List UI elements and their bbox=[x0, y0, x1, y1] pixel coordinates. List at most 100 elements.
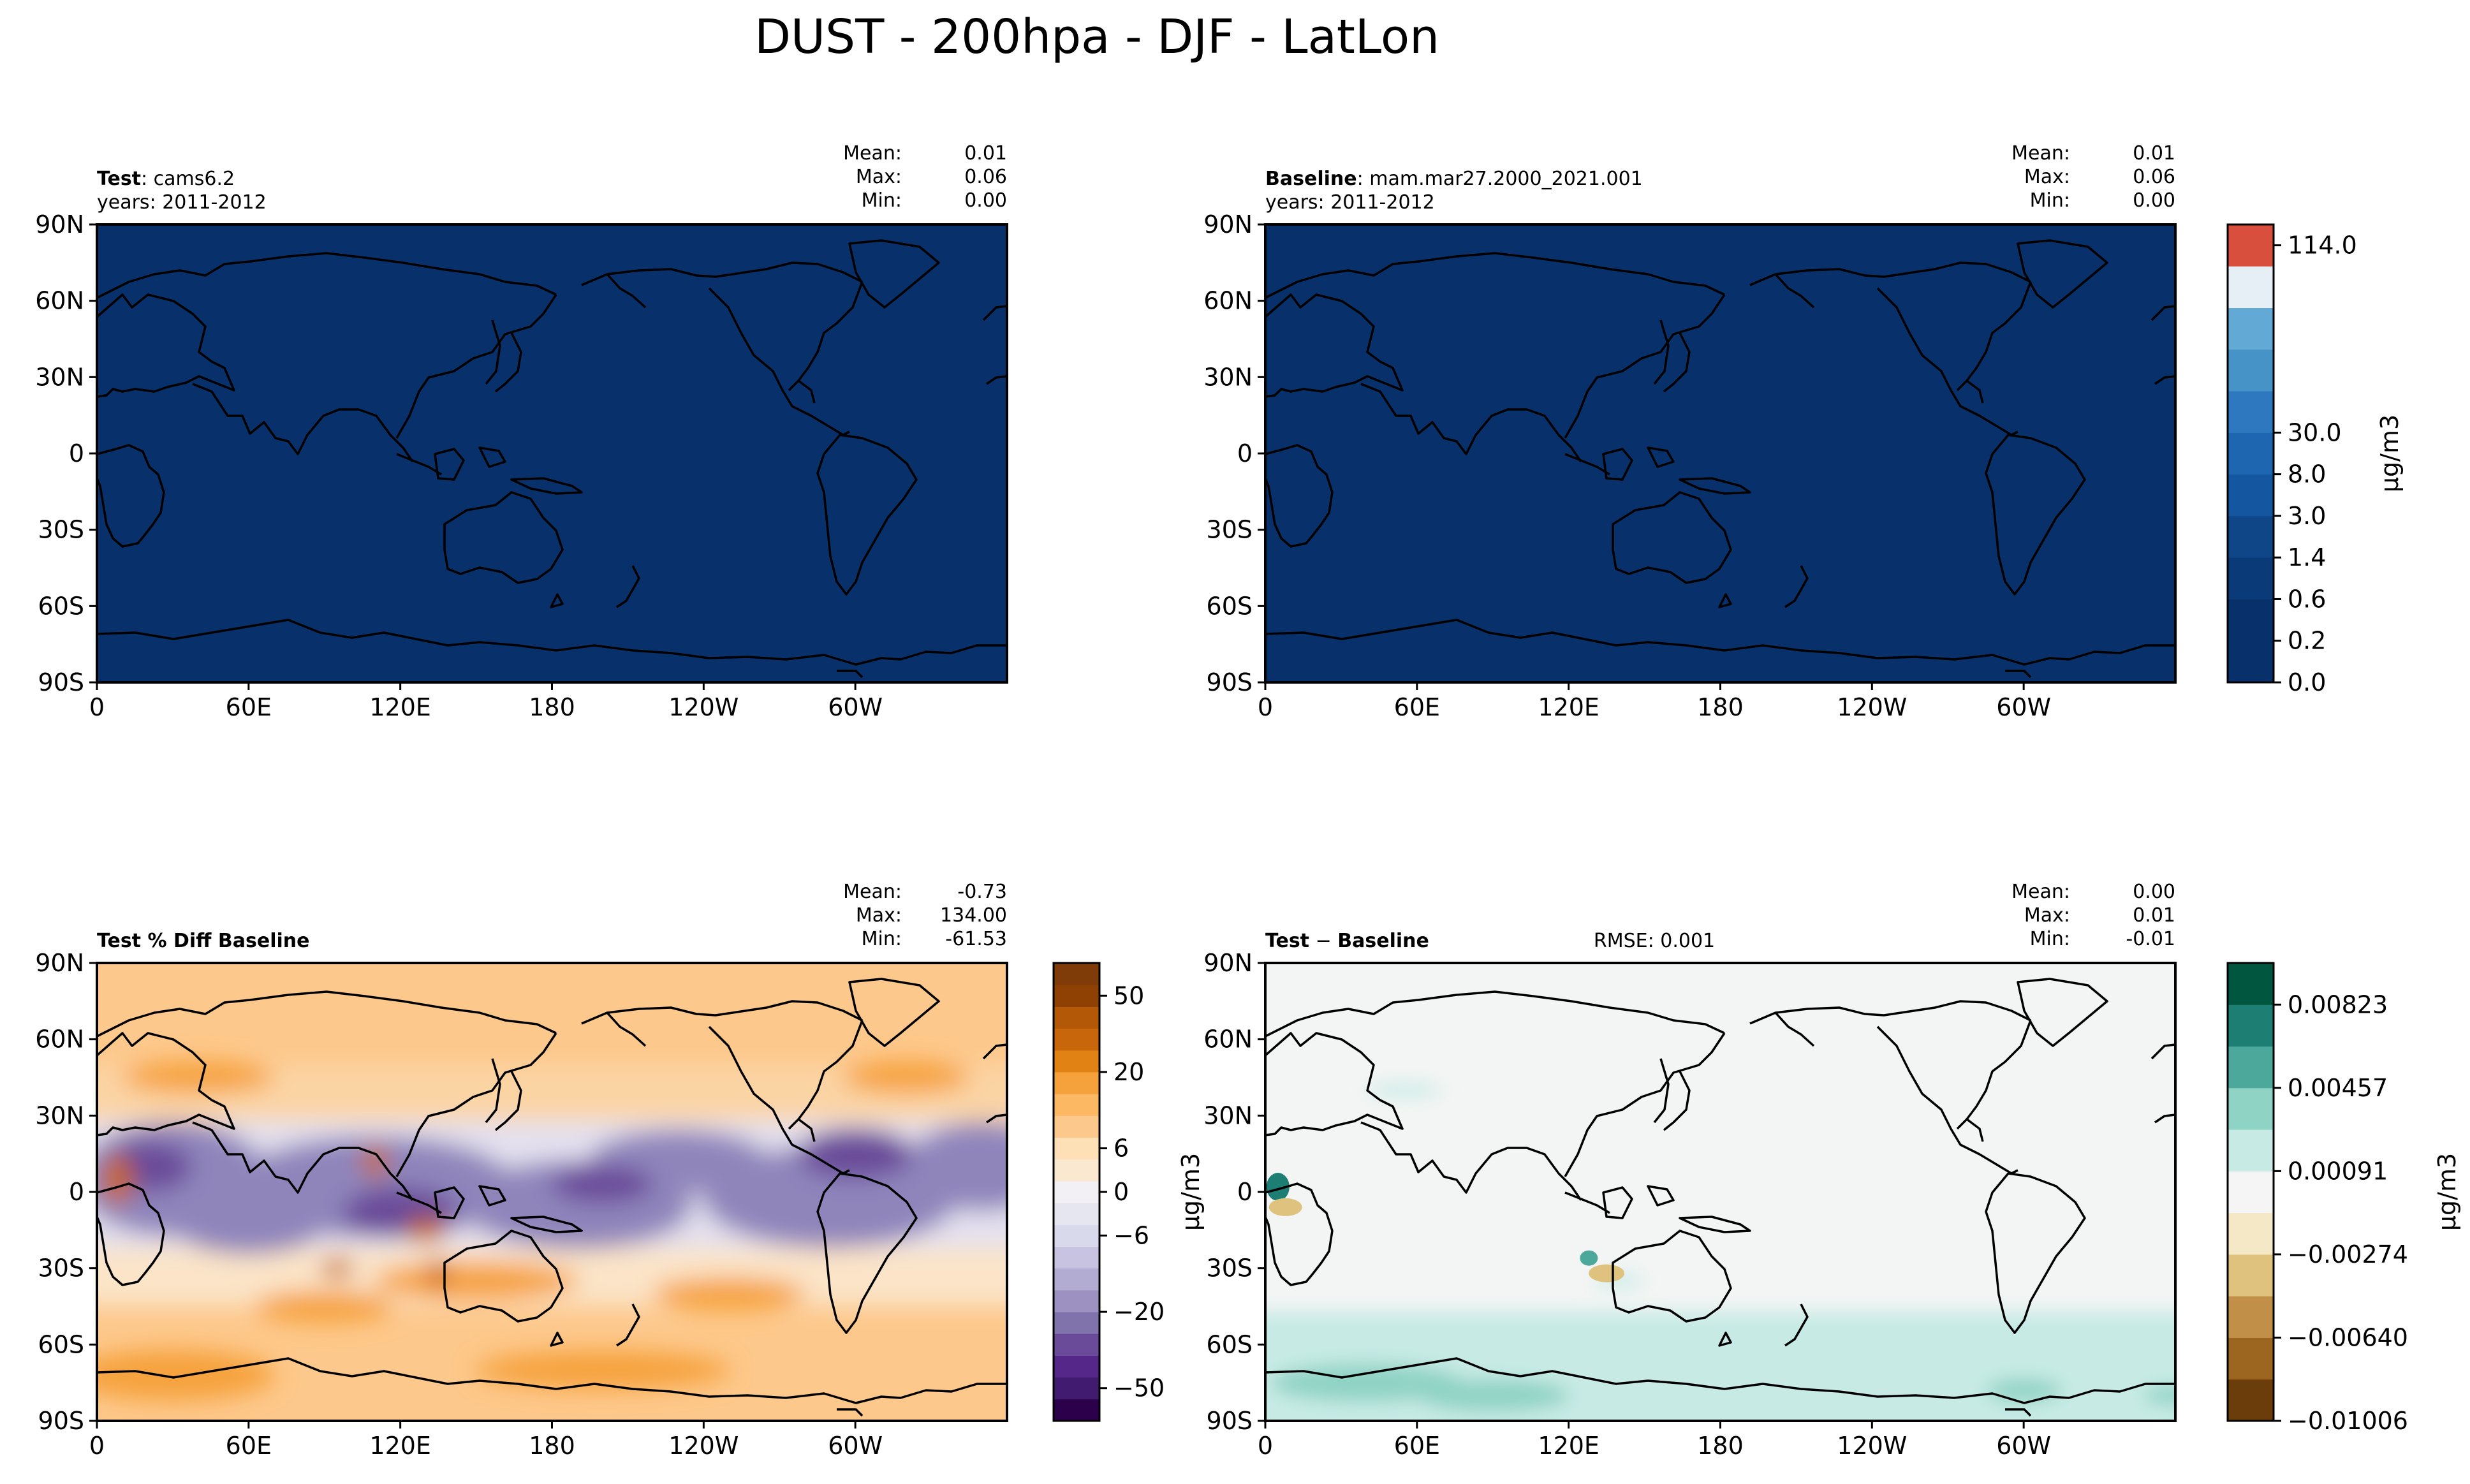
lon-tick-label: 0 bbox=[89, 693, 105, 721]
colorbar-tick-label: 0.2 bbox=[2288, 627, 2326, 655]
lat-tick-label: 90N bbox=[1203, 949, 1253, 977]
positive-diff bbox=[1416, 1379, 1569, 1412]
panel-subtitle: years: 2011-2012 bbox=[97, 191, 267, 214]
colorbar-tick-label: −0.00274 bbox=[2288, 1240, 2408, 1268]
lat-tick-label: 30S bbox=[1207, 516, 1253, 544]
colorbar-segment bbox=[1054, 1312, 1099, 1334]
lon-tick-label: 120W bbox=[1837, 1432, 1907, 1460]
colorbar-segment bbox=[2228, 1212, 2274, 1255]
colorbar-segment bbox=[1054, 1268, 1099, 1291]
lat-tick-label: 0 bbox=[69, 1178, 84, 1206]
panel-title: Baseline: mam.mar27.2000_2021.001 bbox=[1265, 168, 1643, 190]
colorbar-segment bbox=[2228, 1337, 2274, 1380]
lon-tick-label: 60W bbox=[828, 1432, 883, 1460]
positive-anomaly bbox=[652, 1277, 805, 1310]
stat-label: Min: bbox=[2030, 189, 2070, 212]
colorbar-segment bbox=[1054, 1006, 1099, 1029]
colorbar-tick-label: −50 bbox=[1114, 1374, 1165, 1402]
colorbar-segment bbox=[2228, 599, 2274, 642]
strong-positive-anomaly bbox=[321, 1258, 353, 1278]
panel-title-bold2: Baseline bbox=[1337, 930, 1429, 952]
colorbar-tick-label: −6 bbox=[1114, 1221, 1149, 1249]
colorbar-label: μg/m3 bbox=[2433, 1153, 2461, 1231]
lon-tick-label: 60E bbox=[226, 693, 272, 721]
colorbar-segment bbox=[2228, 432, 2274, 475]
stat-value: 0.01 bbox=[2133, 142, 2175, 165]
colorbar-diff: −0.01006 −0.00640 −0.00274 0.00091 0.00457 0.… bbox=[2226, 962, 2461, 1435]
panel-title: Test − Baseline bbox=[1265, 930, 1429, 952]
colorbar-segment bbox=[1054, 1355, 1099, 1378]
colorbar-segment bbox=[2228, 1254, 2274, 1297]
colorbar-segment bbox=[1054, 1137, 1099, 1160]
strong-positive-anomaly bbox=[406, 1217, 445, 1243]
colorbar-segment bbox=[1054, 1203, 1099, 1225]
strong-positive-diff bbox=[1266, 1173, 1290, 1201]
stat-label: Min: bbox=[862, 189, 902, 212]
colorbar-segment bbox=[2228, 557, 2274, 599]
figure-title: DUST - 200hpa - DJF - LatLon bbox=[754, 10, 1439, 64]
lat-tick-label: 90N bbox=[35, 210, 84, 239]
panel-diff: Test − Baseline RMSE: 0.001 Mean: 0.00 Max: 0… bbox=[1203, 881, 2177, 1460]
stat-label: Mean: bbox=[2011, 142, 2070, 165]
lon-tick-label: 120E bbox=[1538, 693, 1599, 721]
lon-tick-label: 60E bbox=[226, 1432, 272, 1460]
lon-tick-label: 0 bbox=[89, 1432, 105, 1460]
colorbar-tick-label: 0.0 bbox=[2288, 668, 2326, 696]
lon-tick-label: 60E bbox=[1394, 1432, 1440, 1460]
lat-tick-label: 60S bbox=[1207, 1330, 1253, 1358]
colorbar-tick-label: 0 bbox=[1114, 1178, 1129, 1206]
negative-anomaly bbox=[905, 1122, 1007, 1212]
negative-diff bbox=[1268, 1198, 1302, 1216]
lon-tick-label: 120E bbox=[369, 1432, 431, 1460]
lat-tick-label: 30N bbox=[1203, 1101, 1253, 1129]
lat-tick-label: 60N bbox=[1203, 1025, 1253, 1054]
lat-tick-label: 60N bbox=[35, 1025, 84, 1054]
stat-value: -61.53 bbox=[945, 928, 1007, 950]
positive-anomaly bbox=[121, 1061, 275, 1094]
lat-tick-label: 30S bbox=[38, 516, 84, 544]
panel-pct_diff: Test % Diff Baseline Mean: -0.73 Max: 134.00… bbox=[35, 881, 1008, 1460]
lat-tick-label: 60N bbox=[1203, 287, 1253, 315]
colorbar-tick-label: −20 bbox=[1114, 1298, 1165, 1326]
colorbar-segment bbox=[2228, 224, 2274, 267]
colorbar-segment bbox=[2228, 1004, 2274, 1047]
colorbar-frame bbox=[2226, 223, 2275, 684]
lon-tick-label: 180 bbox=[1697, 1432, 1744, 1460]
positive-diff bbox=[2143, 1386, 2175, 1406]
lat-tick-label: 60N bbox=[35, 287, 84, 315]
lat-tick-label: 90N bbox=[1203, 210, 1253, 239]
positive-anomaly bbox=[374, 1261, 578, 1300]
colorbar-segment bbox=[2228, 640, 2274, 683]
colorbar-segment bbox=[1054, 1115, 1099, 1138]
lat-tick-label: 0 bbox=[69, 439, 84, 467]
stat-value: 0.06 bbox=[2133, 166, 2175, 188]
lat-tick-label: 30S bbox=[38, 1254, 84, 1282]
strong-negative-anomaly bbox=[798, 1128, 913, 1180]
positive-anomaly bbox=[254, 1290, 395, 1323]
colorbar-segment bbox=[1054, 1224, 1099, 1247]
colorbar-segment bbox=[2228, 1296, 2274, 1338]
lon-tick-label: 0 bbox=[1258, 693, 1273, 721]
colorbar-tick-label: 6 bbox=[1114, 1135, 1129, 1163]
colorbar-segment bbox=[2228, 1087, 2274, 1130]
colorbar-tick-label: 0.00457 bbox=[2288, 1074, 2388, 1102]
colorbar-tick-label: 0.00091 bbox=[2288, 1157, 2388, 1185]
lon-tick-label: 60W bbox=[1996, 1432, 2051, 1460]
lon-tick-label: 0 bbox=[1258, 1432, 1273, 1460]
stat-label: Max: bbox=[856, 904, 902, 927]
colorbar-tick-label: −0.01006 bbox=[2288, 1407, 2408, 1435]
colorbar-tick-label: 30.0 bbox=[2288, 418, 2342, 446]
colorbar-tick-label: −0.00640 bbox=[2288, 1323, 2408, 1351]
stat-label: Mean: bbox=[843, 142, 902, 165]
panel-title-bold: Test bbox=[1265, 930, 1309, 952]
colorbar-segment bbox=[2228, 349, 2274, 392]
colorbar-tick-label: 0.00823 bbox=[2288, 990, 2388, 1018]
lat-tick-label: 90S bbox=[1207, 668, 1253, 696]
panel-title-bold: Baseline bbox=[1265, 168, 1357, 190]
lat-tick-label: 60S bbox=[38, 592, 84, 620]
colorbar-segment bbox=[1054, 963, 1099, 985]
stat-label: Mean: bbox=[2011, 881, 2070, 903]
stat-value: 134.00 bbox=[940, 904, 1007, 927]
colorbar-pct: −50 −20 −6 0 6 20 50 μg/m3 bbox=[1052, 962, 1205, 1422]
colorbar-segment bbox=[2228, 1129, 2274, 1172]
